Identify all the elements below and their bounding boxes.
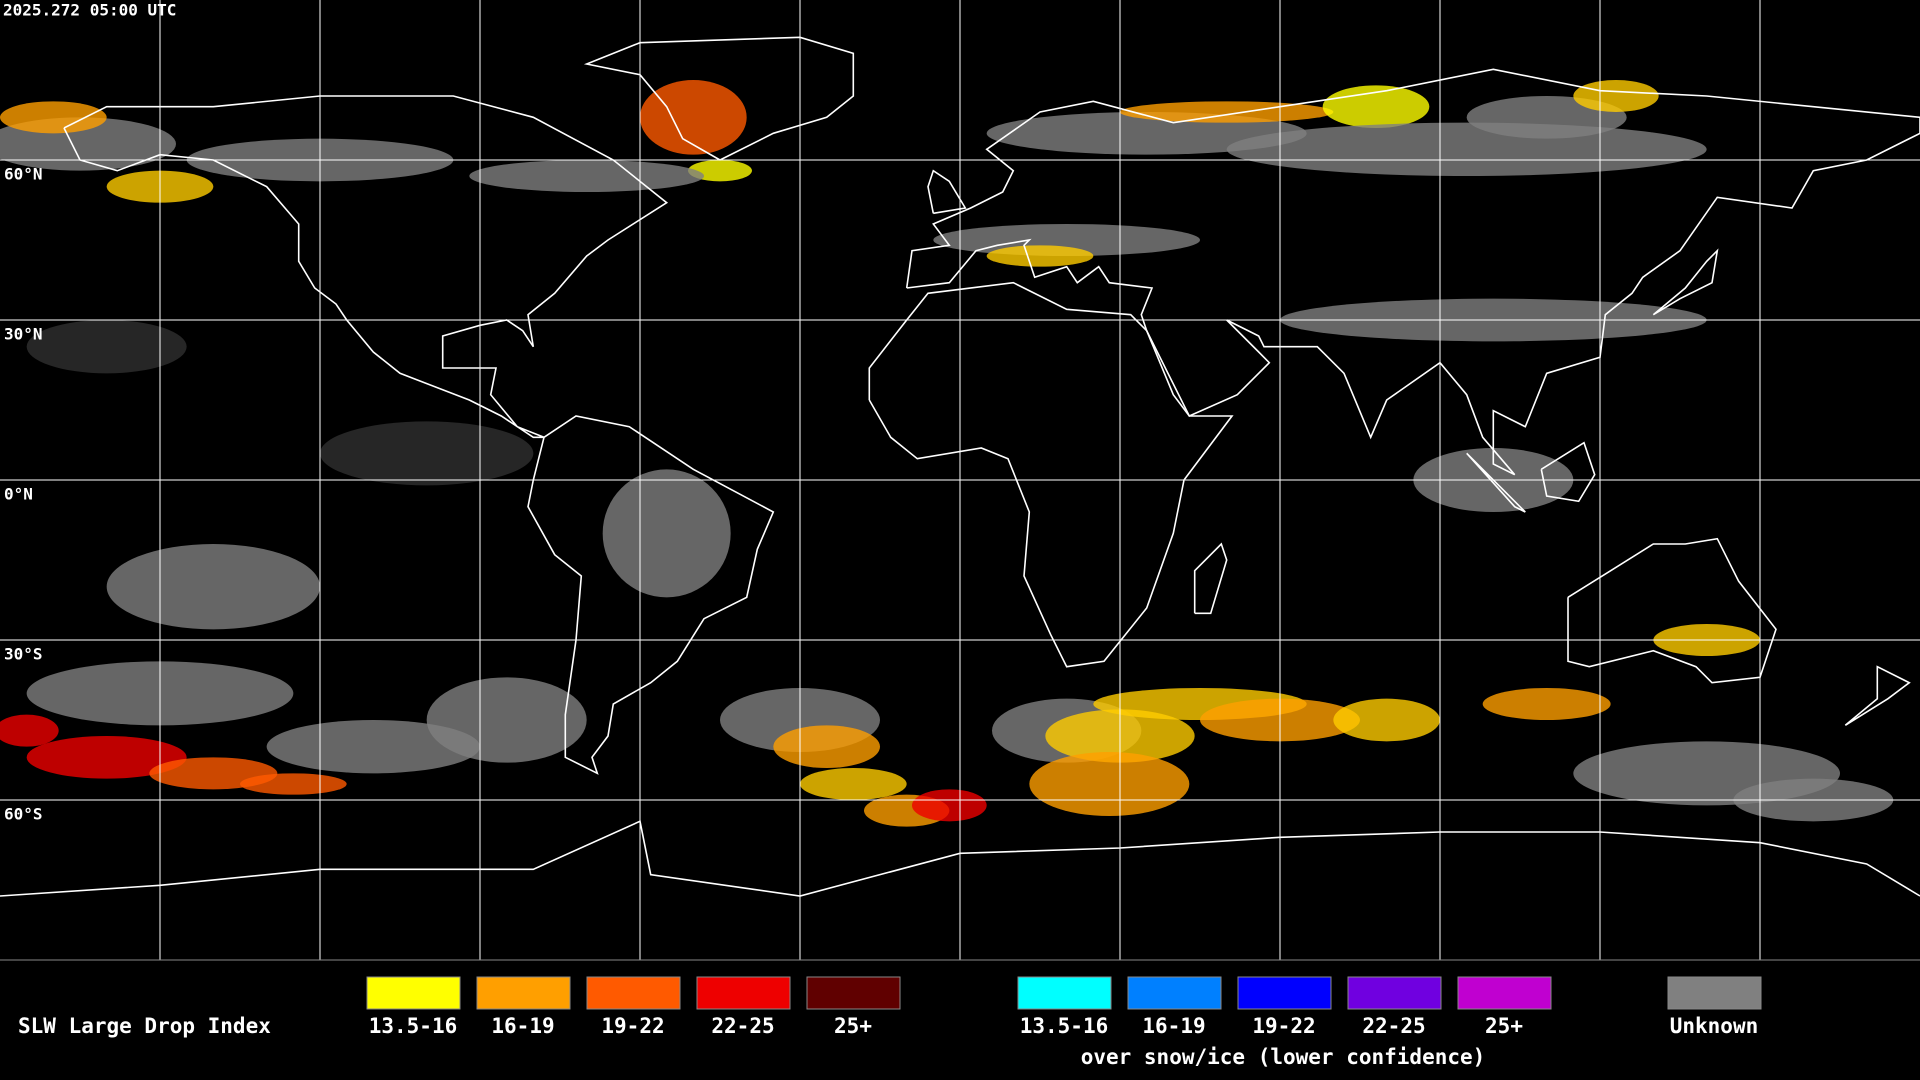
coastline	[1844, 665, 1911, 726]
legend-label: 13.5-16	[369, 1014, 458, 1038]
legend-label: 19-22	[1252, 1014, 1315, 1038]
legend-swatch	[1017, 976, 1112, 1010]
cloud-patch	[0, 714, 59, 747]
legend-swatch	[1457, 976, 1552, 1010]
legend-label: 16-19	[1142, 1014, 1205, 1038]
latitude-label: 0°N	[4, 485, 33, 504]
cloud-patch	[1573, 80, 1659, 112]
legend-label: 13.5-16	[1020, 1014, 1109, 1038]
cloud-patch	[933, 224, 1200, 256]
cloud-patch	[1333, 698, 1440, 742]
cloud-patch	[240, 773, 347, 795]
legend-swatch	[1127, 976, 1222, 1010]
legend-swatch	[1237, 976, 1332, 1010]
legend-swatch	[1667, 976, 1762, 1010]
cloud-patch	[986, 245, 1094, 267]
cloud-patch	[26, 736, 187, 779]
cloud-patch	[469, 160, 704, 192]
cloud-patch	[1029, 752, 1190, 816]
cloud-patch	[0, 101, 107, 134]
cloud-layer	[0, 80, 1894, 827]
legend-swatch	[366, 976, 461, 1010]
cloud-patch	[106, 544, 321, 630]
coastline	[583, 36, 855, 161]
cloud-patch	[1120, 101, 1334, 123]
cloud-patch	[26, 320, 187, 374]
legend-swatch	[476, 976, 571, 1010]
coastline	[1652, 248, 1719, 316]
legend-panel	[0, 960, 1920, 1080]
cloud-patch	[426, 677, 587, 763]
legend-label: Unknown	[1670, 1014, 1759, 1038]
legend-swatch	[696, 976, 791, 1010]
legend-swatch	[806, 976, 901, 1010]
latitude-label: 60°N	[4, 165, 43, 184]
coastline	[905, 68, 1920, 476]
legend-label: 25+	[834, 1014, 872, 1038]
legend-label: 25+	[1485, 1014, 1523, 1038]
legend-title: SLW Large Drop Index	[18, 1014, 271, 1038]
cloud-patch	[773, 725, 881, 769]
cloud-patch	[1482, 688, 1611, 720]
legend-label: 16-19	[491, 1014, 554, 1038]
legend-label: 19-22	[601, 1014, 664, 1038]
legend-label: 22-25	[1362, 1014, 1425, 1038]
cloud-patch	[912, 789, 987, 822]
cloud-patch	[640, 80, 747, 155]
cloud-patch	[800, 768, 907, 800]
coastline	[63, 95, 669, 439]
legend-swatch	[586, 976, 681, 1010]
coastline	[527, 415, 775, 775]
latitude-label: 30°N	[4, 325, 43, 344]
latitude-label: 30°S	[4, 645, 43, 664]
legend-caption: over snow/ice (lower confidence)	[1081, 1045, 1486, 1069]
coastline	[868, 281, 1234, 668]
timestamp: 2025.272 05:00 UTC	[3, 1, 176, 20]
coastline	[1193, 542, 1228, 615]
graticule	[0, 0, 1920, 960]
latitude-label: 60°S	[4, 805, 43, 824]
cloud-patch	[602, 469, 731, 598]
legend-label: 22-25	[711, 1014, 774, 1038]
cloud-patch	[320, 421, 534, 486]
legend-swatch	[1347, 976, 1442, 1010]
coastlines	[0, 36, 1920, 897]
coastline	[1540, 441, 1596, 503]
cloud-patch	[1226, 122, 1707, 176]
